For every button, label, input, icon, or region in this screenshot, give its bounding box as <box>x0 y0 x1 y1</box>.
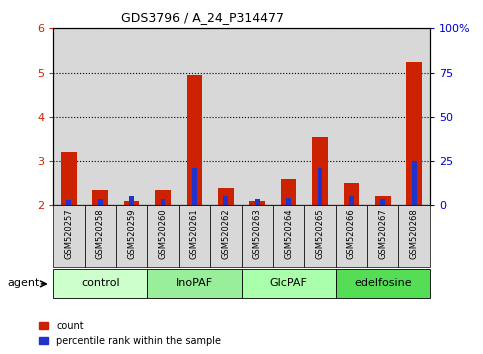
Text: GlcPAF: GlcPAF <box>270 278 308 287</box>
Bar <box>281 179 297 205</box>
FancyBboxPatch shape <box>336 205 367 267</box>
FancyBboxPatch shape <box>210 205 242 267</box>
Bar <box>381 199 385 205</box>
Bar <box>249 201 265 205</box>
Bar <box>179 28 210 205</box>
FancyBboxPatch shape <box>273 205 304 267</box>
Bar <box>218 188 234 205</box>
Bar <box>375 196 391 205</box>
Text: InoPAF: InoPAF <box>176 278 213 287</box>
Bar <box>61 152 77 205</box>
Bar <box>92 190 108 205</box>
Bar <box>367 28 398 205</box>
Text: GSM520257: GSM520257 <box>64 209 73 259</box>
Bar <box>192 168 197 205</box>
Bar <box>255 199 259 205</box>
Text: GSM520268: GSM520268 <box>410 209 419 259</box>
Text: GSM520263: GSM520263 <box>253 209 262 259</box>
FancyBboxPatch shape <box>147 205 179 267</box>
Text: GSM520262: GSM520262 <box>221 209 230 259</box>
Text: GSM520265: GSM520265 <box>315 209 325 259</box>
Text: control: control <box>81 278 119 287</box>
Bar <box>242 28 273 205</box>
Bar <box>412 161 416 205</box>
Bar <box>312 137 328 205</box>
Bar <box>161 199 165 205</box>
FancyBboxPatch shape <box>85 205 116 267</box>
Bar <box>224 195 228 205</box>
Text: GSM520258: GSM520258 <box>96 209 105 259</box>
Bar <box>304 28 336 205</box>
FancyBboxPatch shape <box>336 269 430 297</box>
Bar <box>85 28 116 205</box>
Bar <box>129 196 134 205</box>
Bar <box>124 201 140 205</box>
Legend: count, percentile rank within the sample: count, percentile rank within the sample <box>39 321 221 346</box>
FancyBboxPatch shape <box>367 205 398 267</box>
FancyBboxPatch shape <box>116 205 147 267</box>
Bar <box>53 28 85 205</box>
Bar <box>155 190 171 205</box>
Text: GSM520267: GSM520267 <box>378 209 387 259</box>
Bar <box>318 168 322 205</box>
Bar <box>336 28 367 205</box>
Text: GSM520264: GSM520264 <box>284 209 293 259</box>
Text: GDS3796 / A_24_P314477: GDS3796 / A_24_P314477 <box>121 11 284 24</box>
Text: GSM520261: GSM520261 <box>190 209 199 259</box>
Bar <box>406 62 422 205</box>
FancyBboxPatch shape <box>398 205 430 267</box>
FancyBboxPatch shape <box>242 205 273 267</box>
FancyBboxPatch shape <box>304 205 336 267</box>
Bar <box>286 198 291 205</box>
Bar <box>98 199 102 205</box>
Bar <box>67 200 71 205</box>
Bar <box>349 196 354 205</box>
Bar <box>210 28 242 205</box>
FancyBboxPatch shape <box>53 205 85 267</box>
Text: GSM520259: GSM520259 <box>127 209 136 259</box>
Bar <box>343 183 359 205</box>
FancyBboxPatch shape <box>242 269 336 297</box>
FancyBboxPatch shape <box>53 269 147 297</box>
Text: edelfosine: edelfosine <box>354 278 412 287</box>
Bar <box>273 28 304 205</box>
Bar <box>147 28 179 205</box>
FancyBboxPatch shape <box>179 205 210 267</box>
FancyBboxPatch shape <box>147 269 242 297</box>
Text: agent: agent <box>7 278 40 288</box>
Bar <box>186 75 202 205</box>
Text: GSM520266: GSM520266 <box>347 209 356 259</box>
Bar <box>116 28 147 205</box>
Bar <box>398 28 430 205</box>
Text: GSM520260: GSM520260 <box>158 209 168 259</box>
